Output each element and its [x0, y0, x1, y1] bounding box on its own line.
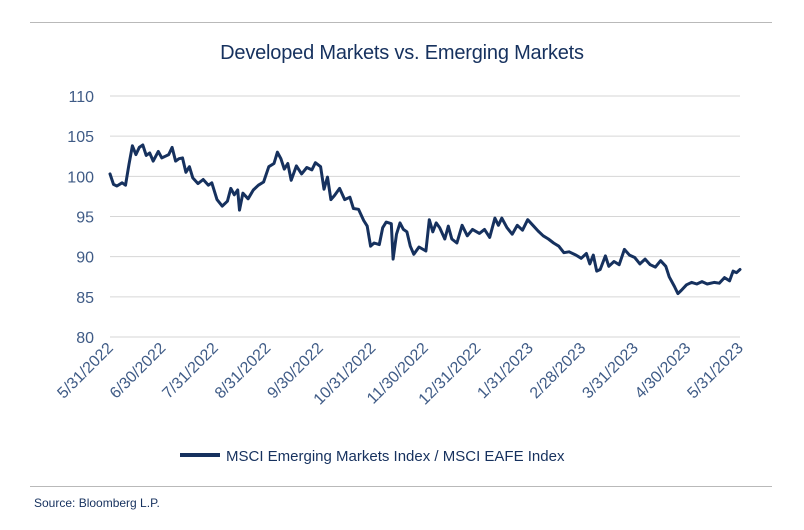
legend-label: MSCI Emerging Markets Index / MSCI EAFE … [226, 448, 565, 465]
x-tick-label: 1/31/2023 [474, 340, 536, 402]
bottom-divider [30, 486, 772, 487]
x-tick-label: 2/28/2023 [527, 340, 589, 402]
y-tick-label: 80 [76, 330, 94, 347]
x-tick-label: 8/31/2022 [212, 340, 274, 402]
line-chart: 80 85 90 95 100 105 110 5/31/20226/30/20227/31… [54, 89, 746, 465]
y-tick-label: 95 [76, 210, 94, 227]
x-tick-label: 7/31/2022 [159, 340, 221, 402]
x-tick-label: 5/31/2023 [684, 340, 746, 402]
y-tick-label: 100 [67, 169, 94, 186]
top-divider [30, 22, 772, 23]
x-axis-ticks: 5/31/20226/30/20227/31/20228/31/20229/30… [54, 340, 746, 409]
y-tick-label: 105 [67, 129, 94, 146]
y-tick-label: 90 [76, 250, 94, 267]
x-tick-label: 5/31/2022 [54, 340, 116, 402]
legend: MSCI Emerging Markets Index / MSCI EAFE … [180, 448, 565, 465]
x-tick-label: 4/30/2023 [632, 340, 694, 402]
gridlines [110, 95, 740, 338]
chart-title: Developed Markets vs. Emerging Markets [220, 42, 584, 64]
y-tick-label: 85 [76, 290, 94, 307]
y-axis-ticks: 80 85 90 95 100 105 110 [67, 89, 94, 347]
series-layer [108, 143, 742, 296]
x-tick-label: 3/31/2023 [579, 340, 641, 402]
series-line [108, 143, 742, 296]
y-tick-label: 110 [68, 89, 94, 106]
x-tick-label: 6/30/2022 [107, 340, 169, 402]
source-note: Source: Bloomberg L.P. [34, 496, 160, 510]
